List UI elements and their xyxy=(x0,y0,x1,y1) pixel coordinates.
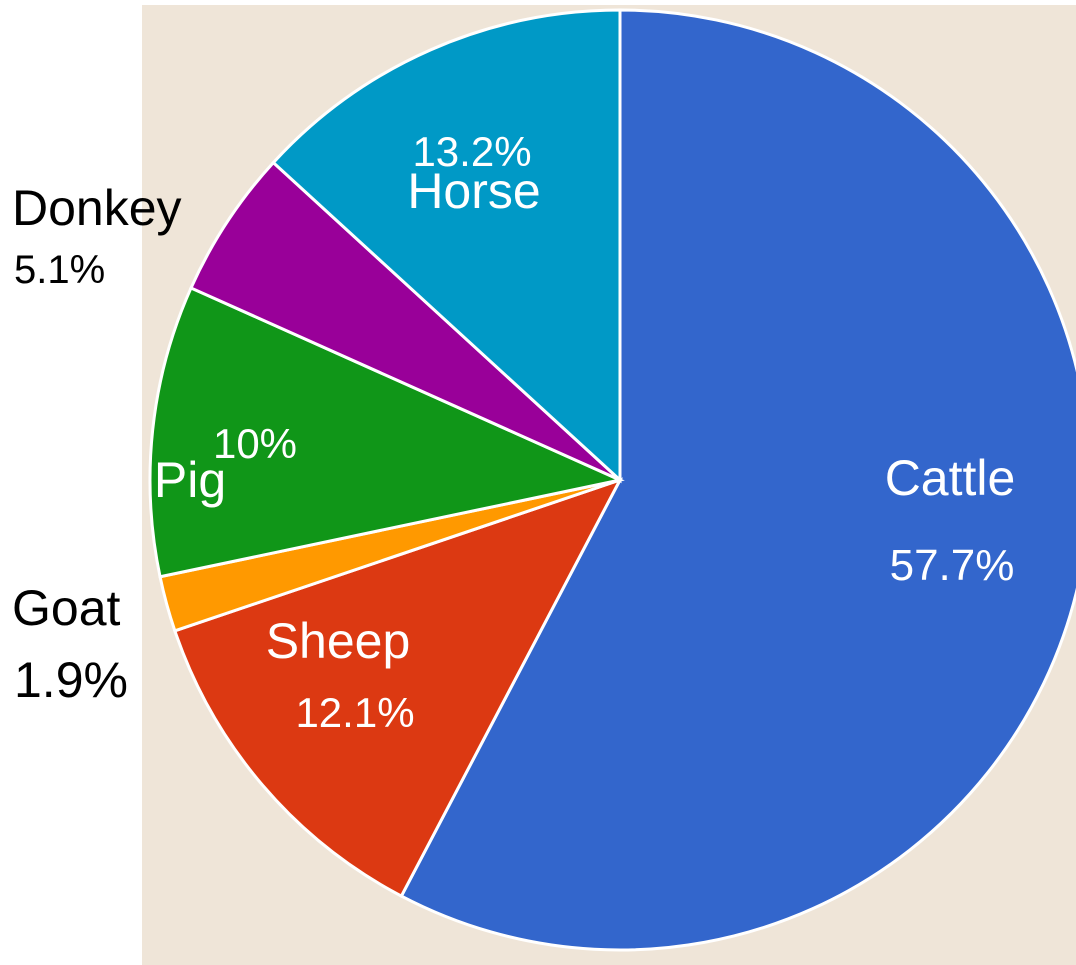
slice-value-pig: 10% xyxy=(213,420,297,467)
slice-label-goat: Goat xyxy=(12,580,121,636)
pie-slice-sheep xyxy=(172,477,624,899)
slice-label-donkey: Donkey xyxy=(12,180,182,236)
slice-label-cattle: Cattle xyxy=(885,450,1016,506)
slice-label-horse: Horse xyxy=(407,163,540,219)
slice-value-cattle: 57.7% xyxy=(890,541,1015,590)
pie-slice-horse xyxy=(271,8,622,484)
slice-value-goat: 1.9% xyxy=(14,652,128,708)
slice-label-sheep: Sheep xyxy=(266,613,411,669)
slice-label-pig: Pig xyxy=(154,452,226,508)
slice-value-donkey: 5.1% xyxy=(14,248,105,292)
pie-slice-cattle xyxy=(399,8,1076,952)
pie-slice-donkey xyxy=(189,160,622,482)
pie-slice-pig xyxy=(148,285,625,579)
slice-value-horse: 13.2% xyxy=(412,128,531,175)
slice-value-sheep: 12.1% xyxy=(295,689,414,736)
